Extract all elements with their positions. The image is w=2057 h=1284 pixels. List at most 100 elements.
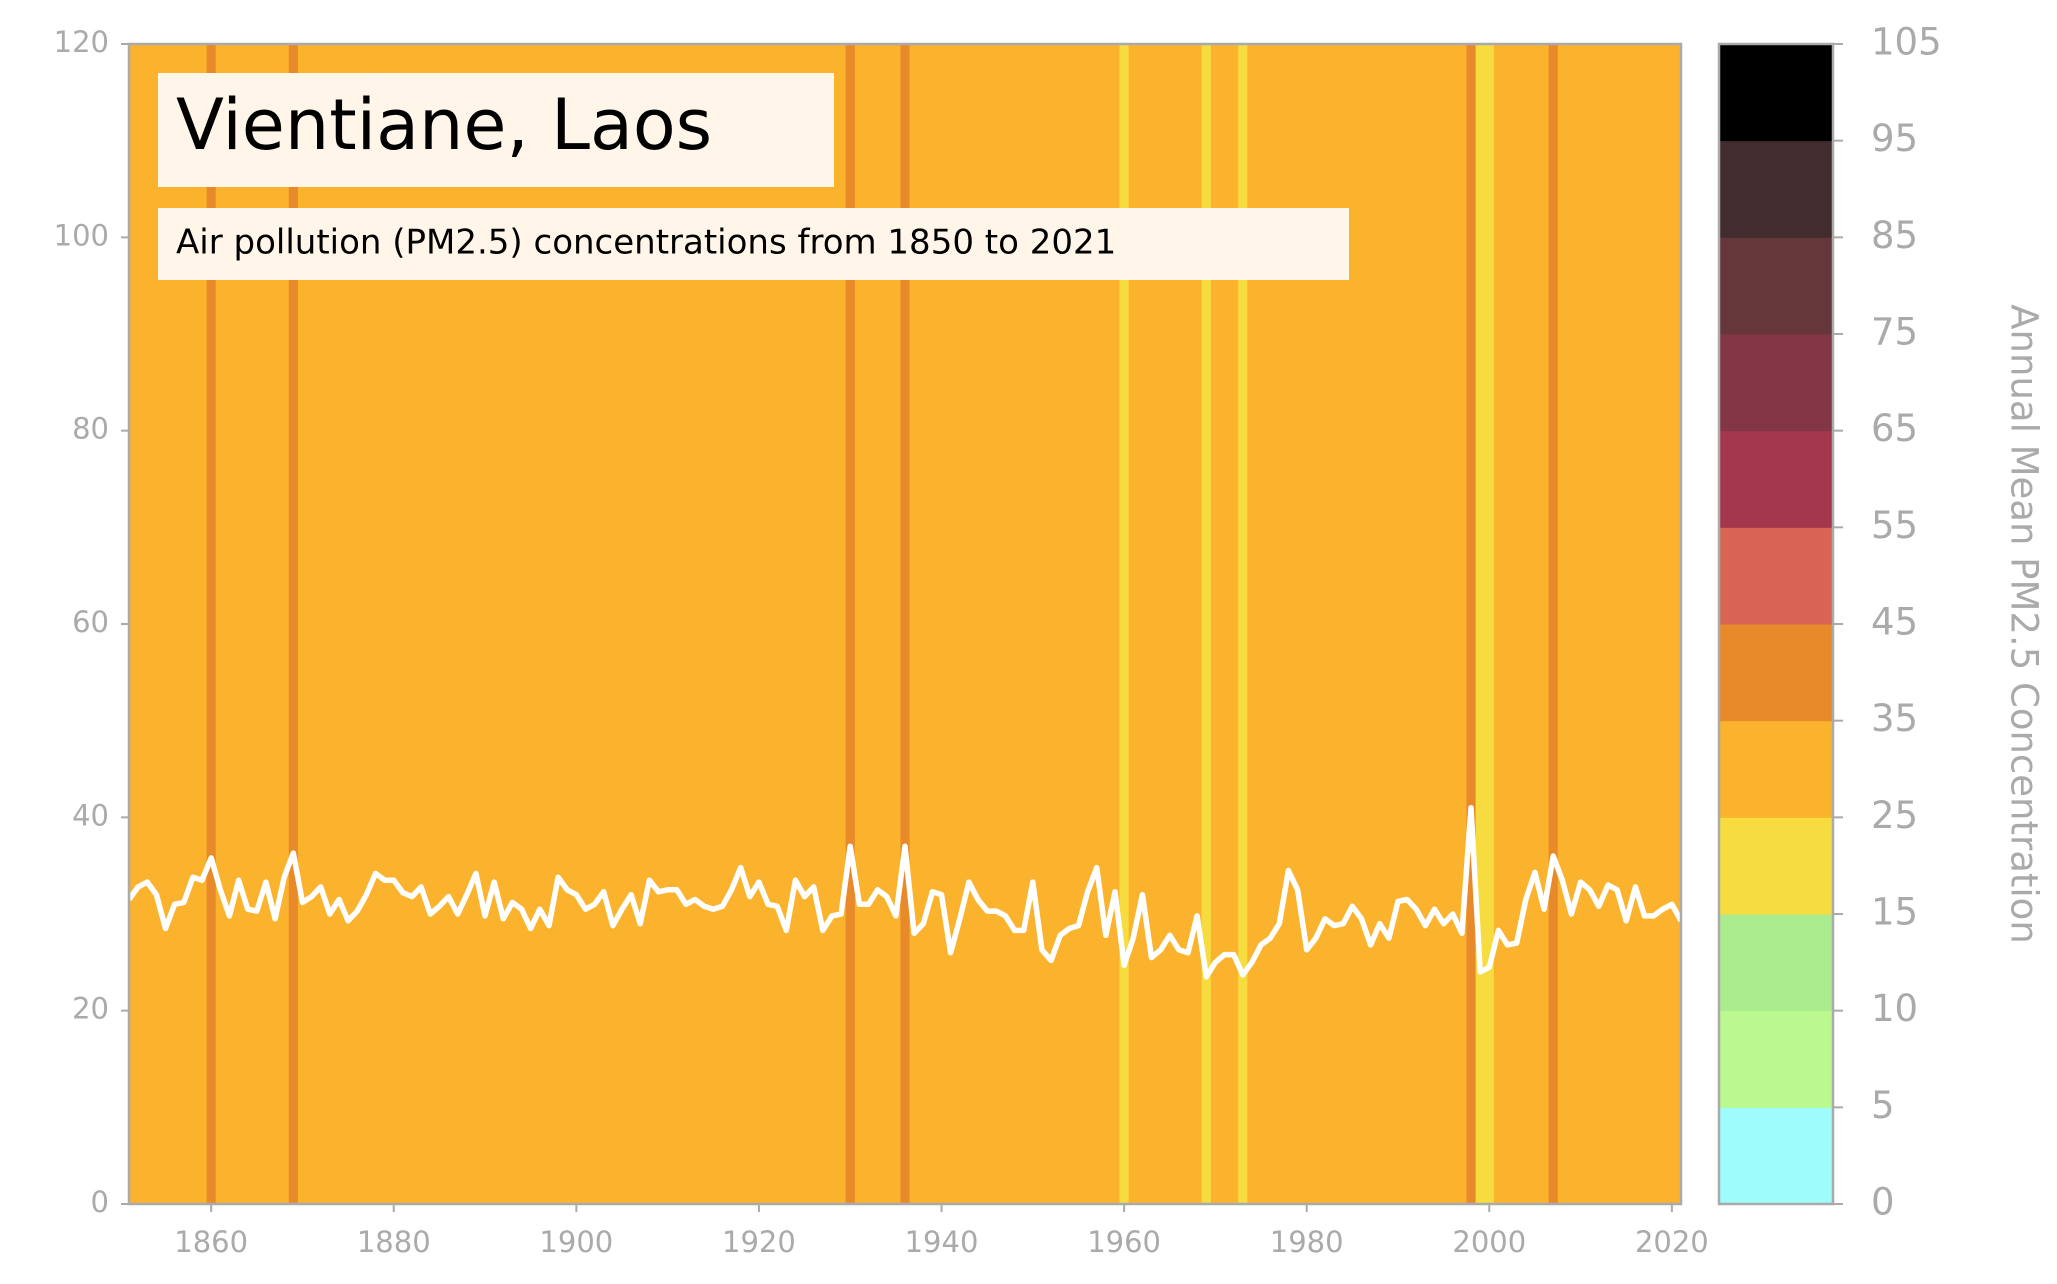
colorbar-segment <box>1719 334 1833 432</box>
stripe <box>1603 44 1614 1204</box>
stripe <box>863 44 874 1204</box>
stripe <box>471 44 482 1204</box>
colorbar-segment <box>1719 1107 1833 1205</box>
stripe <box>1338 44 1349 1204</box>
stripe <box>617 44 628 1204</box>
stripe <box>1256 44 1267 1204</box>
x-tick-label: 1960 <box>1087 1225 1161 1259</box>
stripe <box>1320 44 1331 1204</box>
stripe <box>1192 44 1203 1204</box>
stripe <box>699 44 710 1204</box>
stripe <box>179 44 189 1204</box>
stripe <box>809 44 819 1204</box>
stripe <box>1302 44 1312 1204</box>
colorbar-segment <box>1719 1010 1833 1108</box>
stripe <box>973 44 984 1204</box>
y-tick-label: 20 <box>72 992 109 1026</box>
stripe <box>599 44 609 1204</box>
stripe <box>845 44 856 1204</box>
colorbar-tick-label: 95 <box>1871 117 1918 160</box>
stripe <box>553 44 564 1204</box>
stripe <box>1101 44 1112 1204</box>
colorbar-segment <box>1719 817 1833 915</box>
x-tick-label: 1920 <box>722 1225 796 1259</box>
stripe <box>1201 44 1212 1204</box>
stripe <box>1274 44 1285 1204</box>
stripe <box>535 44 545 1204</box>
stripe <box>1356 44 1367 1204</box>
stripe <box>224 44 235 1204</box>
stripe <box>1475 44 1486 1204</box>
colorbar-tick-label: 0 <box>1871 1181 1895 1224</box>
stripe <box>1347 44 1358 1204</box>
stripe <box>1092 44 1102 1204</box>
y-tick-label: 60 <box>72 605 109 639</box>
stripe <box>398 44 409 1204</box>
stripe <box>1502 44 1513 1204</box>
colorbar-label: Annual Mean PM2.5 Concentration <box>2003 304 2046 944</box>
stripe <box>1457 44 1468 1204</box>
stripe <box>626 44 637 1204</box>
stripe <box>745 44 755 1204</box>
colorbar-tick-label: 55 <box>1871 504 1918 547</box>
stripe <box>1156 44 1166 1204</box>
stripe <box>1466 44 1477 1204</box>
stripe <box>1283 44 1294 1204</box>
stripe <box>316 44 326 1204</box>
stripe <box>690 44 701 1204</box>
stripe <box>1557 44 1568 1204</box>
colorbar-segment <box>1719 237 1833 335</box>
stripe <box>526 44 536 1204</box>
stripe <box>206 44 217 1204</box>
stripe <box>297 44 308 1204</box>
stripe <box>544 44 555 1204</box>
stripe <box>1548 44 1559 1204</box>
subtitle-box <box>158 208 1349 280</box>
stripe <box>1512 44 1522 1204</box>
stripe <box>288 44 299 1204</box>
stripe <box>1247 44 1258 1204</box>
stripe <box>927 44 938 1204</box>
x-tick-label: 1860 <box>174 1225 248 1259</box>
x-tick-label: 1900 <box>539 1225 613 1259</box>
plot-area <box>129 44 1681 1204</box>
stripe <box>370 44 381 1204</box>
x-tick-label: 1940 <box>905 1225 979 1259</box>
stripe <box>644 44 655 1204</box>
stripe <box>343 44 354 1204</box>
title-box <box>158 73 834 187</box>
stripe <box>936 44 947 1204</box>
stripe <box>882 44 892 1204</box>
colorbar-segment <box>1719 44 1833 142</box>
stripe <box>580 44 591 1204</box>
stripe <box>781 44 792 1204</box>
stripe <box>489 44 500 1204</box>
stripe <box>215 44 226 1204</box>
colorbar-segment <box>1719 140 1833 238</box>
stripe <box>1174 44 1185 1204</box>
stripe <box>1366 44 1376 1204</box>
stripe <box>836 44 847 1204</box>
stripe <box>1028 44 1038 1204</box>
stripe <box>1649 44 1659 1204</box>
x-tick-label: 1980 <box>1270 1225 1344 1259</box>
stripe <box>1411 44 1422 1204</box>
stripe <box>1238 44 1248 1204</box>
stripe <box>1594 44 1604 1204</box>
colorbar-tick-label: 65 <box>1871 407 1918 450</box>
stripe <box>982 44 993 1204</box>
stripe <box>443 44 454 1204</box>
colorbar-segment <box>1719 914 1833 1012</box>
y-tick-label: 120 <box>54 25 109 59</box>
stripe <box>1219 44 1230 1204</box>
colorbar-tick-label: 45 <box>1871 601 1918 644</box>
stripe <box>129 44 135 1204</box>
stripe <box>1083 44 1093 1204</box>
chart-subtitle: Air pollution (PM2.5) concentrations fro… <box>176 223 1116 263</box>
stripe <box>854 44 865 1204</box>
stripe <box>1229 44 1239 1204</box>
y-tick-label: 40 <box>72 798 109 832</box>
stripe <box>681 44 692 1204</box>
stripe <box>325 44 336 1204</box>
